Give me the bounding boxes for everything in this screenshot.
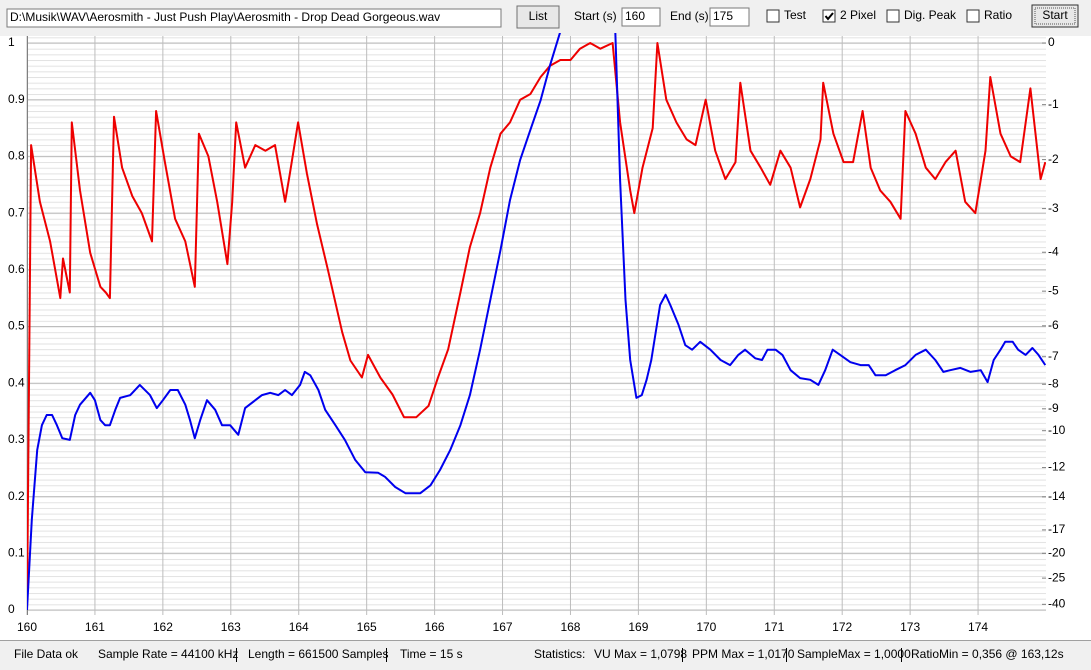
y2-tick-label: -8: [1048, 376, 1059, 390]
checkbox-label: Test: [784, 8, 807, 22]
y2-tick-label: -25: [1048, 570, 1066, 584]
y-tick-label: 1: [8, 35, 15, 49]
x-tick-label: 163: [221, 620, 241, 634]
y-tick-label: 0.5: [8, 319, 25, 333]
file-path-box[interactable]: [6, 8, 502, 28]
x-tick-label: 172: [832, 620, 852, 634]
y-tick-label: 0.6: [8, 262, 25, 276]
file-path: D:\Musik\WAV\Aerosmith - Just Push Play\…: [10, 10, 440, 24]
y-tick-label: 0.7: [8, 205, 25, 219]
checkbox[interactable]: [822, 9, 836, 23]
series-line: [27, 42, 1046, 611]
x-tick-label: 162: [153, 620, 173, 634]
sample-max: SampleMax = 1,0000: [797, 647, 911, 661]
x-tick-label: 174: [968, 620, 988, 634]
start-button-label: Start: [1042, 8, 1068, 22]
y-tick-label: 0.2: [8, 489, 25, 503]
start-input[interactable]: [621, 7, 661, 27]
y2-tick-label: -2: [1048, 152, 1059, 166]
x-tick-label: 170: [696, 620, 716, 634]
checkbox[interactable]: [766, 9, 780, 23]
y-tick-label: 0.3: [8, 432, 25, 446]
y2-tick-label: -1: [1048, 97, 1059, 111]
x-tick-label: 166: [425, 620, 445, 634]
length: Length = 661500 Samples: [248, 647, 388, 661]
y-tick-label: 0.8: [8, 149, 25, 163]
y2-tick-label: 0: [1048, 35, 1055, 49]
y-tick-label: 0.4: [8, 375, 25, 389]
vu-max: VU Max = 1,0798: [594, 647, 687, 661]
list-button[interactable]: [516, 5, 560, 29]
checkbox-label: 2 Pixel: [840, 8, 876, 22]
ppm-max: PPM Max = 1,0170: [692, 647, 795, 661]
series-line: [27, 33, 1046, 611]
y-tick-label: 0: [8, 602, 15, 616]
y2-tick-label: -6: [1048, 318, 1059, 332]
chart: 0 0.1 0.2 0.3 0.4 0.5 0.6 0.7 0.8 0.9 1 160 161 162 16…: [8, 33, 1066, 634]
plot-texture: [27, 33, 1046, 615]
checkbox-label: Ratio: [984, 8, 1012, 22]
y-tick-label: 0.1: [8, 545, 25, 559]
y2-tick-label: -4: [1048, 244, 1059, 258]
statistics-label: Statistics:: [534, 647, 585, 661]
x-tick-label: 167: [493, 620, 513, 634]
y2-tick-label: -7: [1048, 349, 1059, 363]
start-value: 160: [625, 9, 645, 23]
y2-tick-label: -9: [1048, 401, 1059, 415]
status: File Data ok: [14, 647, 79, 661]
list-button-label: List: [529, 9, 548, 23]
sample-rate: Sample Rate = 44100 kHz: [98, 647, 238, 661]
y2-tick-label: -14: [1048, 489, 1066, 503]
checkbox-label: Dig. Peak: [904, 8, 957, 22]
y2-tick-label: -5: [1048, 283, 1059, 297]
x-tick-label: 160: [17, 620, 37, 634]
y2-tick-label: -17: [1048, 522, 1066, 536]
x-tick-label: 164: [289, 620, 309, 634]
end-input[interactable]: [709, 7, 750, 27]
x-tick-label: 171: [764, 620, 784, 634]
checkbox[interactable]: [966, 9, 980, 23]
x-tick-label: 165: [357, 620, 377, 634]
x-tick-label: 168: [560, 620, 580, 634]
start-button[interactable]: [1031, 4, 1079, 28]
x-tick-label: 161: [85, 620, 105, 634]
y2-tick-label: -10: [1048, 423, 1066, 437]
start-label: Start (s): [574, 9, 617, 23]
focus-ring: [1034, 7, 1076, 25]
y2-tick-label: -12: [1048, 460, 1066, 474]
end-value: 175: [713, 9, 733, 23]
check-mark: [824, 12, 834, 21]
y2-tick-label: -20: [1048, 545, 1066, 559]
ratio-min: RatioMin = 0,356 @ 163,12s: [911, 647, 1064, 661]
y2-tick-label: -40: [1048, 597, 1066, 611]
x-tick-label: 173: [900, 620, 920, 634]
time: Time = 15 s: [400, 647, 463, 661]
y2-tick-label: -3: [1048, 201, 1059, 215]
checkbox[interactable]: [886, 9, 900, 23]
end-label: End (s): [670, 9, 709, 23]
x-tick-label: 169: [628, 620, 648, 634]
y-tick-label: 0.9: [8, 92, 25, 106]
